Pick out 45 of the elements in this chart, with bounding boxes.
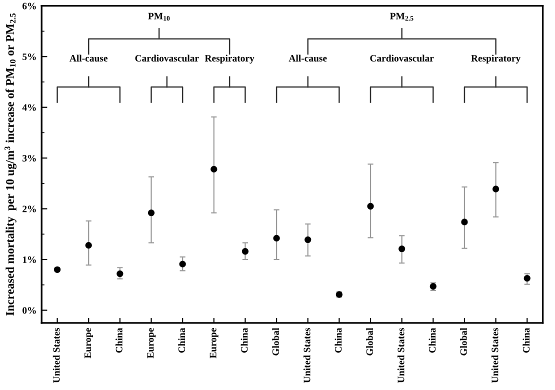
annotation: Cardiovascular — [370, 54, 434, 62]
point — [367, 202, 374, 210]
point — [524, 274, 530, 282]
x-tick-label: Europe — [84, 328, 94, 358]
y-axis-title: Increased mortality per 10 ug/m$^{3}$ increase of PM$_{10}$ or PM$_{2.5}$ — [4, 13, 16, 316]
annotation: PM$_{2.5}$ — [390, 12, 414, 21]
x-tick-label: Global — [460, 328, 467, 356]
x-tick-label: Europe — [210, 328, 218, 358]
point — [304, 236, 312, 244]
x-tick-label: Europe — [147, 328, 156, 358]
point — [461, 218, 468, 226]
y-tick-label: 1% — [22, 256, 36, 264]
annotation: Cardiovascular — [135, 54, 199, 62]
point — [116, 270, 124, 278]
y-tick-label: 4% — [22, 104, 36, 111]
y-tick-label: 3% — [22, 154, 36, 162]
x-tick-label: Global — [272, 328, 279, 356]
annotation: Respiratory — [204, 54, 254, 64]
point — [210, 166, 218, 173]
x-tick-label: China — [334, 328, 342, 353]
x-tick-label: Global — [366, 328, 373, 356]
point — [85, 242, 92, 249]
y-tick-label: 0% — [22, 307, 36, 314]
x-tick-label: China — [178, 328, 186, 353]
annotation: All-cause — [70, 54, 108, 62]
y-tick-label: 2% — [22, 206, 36, 212]
annotation: Respiratory — [471, 54, 521, 64]
point — [398, 246, 406, 252]
point — [492, 186, 500, 192]
annotation: All-cause — [288, 54, 327, 62]
x-tick-label: China — [116, 328, 122, 353]
point — [148, 210, 155, 216]
x-tick-label: China — [522, 328, 530, 353]
point — [273, 234, 280, 242]
point — [179, 260, 186, 268]
x-tick-label: China — [428, 328, 436, 353]
x-tick-label: United States — [397, 328, 404, 383]
x-tick-label: United States — [491, 328, 498, 383]
x-tick-label: United States — [303, 328, 310, 383]
x-tick-label: China — [240, 328, 248, 353]
y-tick-label: 6% — [22, 2, 36, 10]
point — [242, 248, 249, 255]
x-tick-label: United States — [52, 328, 60, 383]
annotation: PM$_{10}$ — [148, 12, 170, 21]
y-tick-label: 5% — [22, 53, 36, 60]
